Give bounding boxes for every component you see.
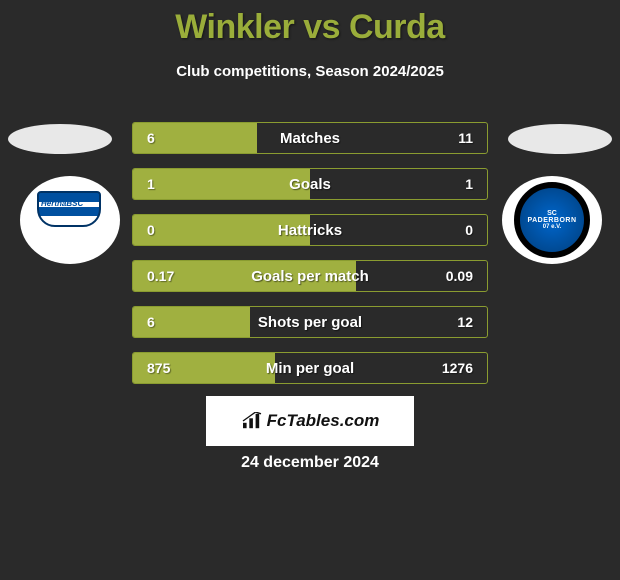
page-title: Winkler vs Curda: [0, 0, 620, 47]
chart-bars-icon: [241, 412, 263, 430]
sc-paderborn-logo-icon: SC PADERBORN 07 e.V.: [514, 182, 590, 258]
stat-right-value: 12: [457, 314, 487, 330]
paderborn-sc-text: SC: [547, 210, 557, 217]
hertha-logo-text: HerthaBSC: [41, 199, 83, 208]
stat-label: Min per goal: [133, 360, 487, 377]
stats-list: 6Matches11 1Goals1 0Hattricks0 0.17Goals pe…: [132, 122, 488, 398]
player-photo-placeholder-right: [508, 124, 612, 154]
stat-row: 0Hattricks0: [132, 214, 488, 246]
stat-right-value: 0.09: [446, 268, 487, 284]
stat-row: 6Matches11: [132, 122, 488, 154]
stat-row: 875Min per goal1276: [132, 352, 488, 384]
stat-row: 6Shots per goal12: [132, 306, 488, 338]
stat-right-value: 1276: [442, 360, 487, 376]
stat-row: 0.17Goals per match0.09: [132, 260, 488, 292]
paderborn-year-text: 07 e.V.: [543, 224, 561, 230]
comparison-infographic: Winkler vs Curda Club competitions, Seas…: [0, 0, 620, 580]
stat-label: Hattricks: [133, 222, 487, 239]
stat-label: Goals per match: [133, 268, 487, 285]
paderborn-name-text: PADERBORN: [527, 217, 576, 224]
stat-label: Goals: [133, 176, 487, 193]
brand-name: FcTables.com: [267, 411, 380, 431]
stat-label: Shots per goal: [133, 314, 487, 331]
subtitle: Club competitions, Season 2024/2025: [0, 63, 620, 80]
player-photo-placeholder-left: [8, 124, 112, 154]
club-logo-left: HerthaBSC: [20, 176, 120, 264]
stat-right-value: 0: [465, 222, 487, 238]
club-logo-right: SC PADERBORN 07 e.V.: [502, 176, 602, 264]
stat-row: 1Goals1: [132, 168, 488, 200]
stat-right-value: 11: [458, 130, 487, 146]
stat-right-value: 1: [465, 176, 487, 192]
stat-label: Matches: [133, 130, 487, 147]
brand-label: FcTables.com: [241, 411, 380, 431]
brand-box: FcTables.com: [206, 396, 414, 446]
hertha-bsc-logo-icon: HerthaBSC: [35, 185, 105, 255]
date-text: 24 december 2024: [0, 454, 620, 472]
